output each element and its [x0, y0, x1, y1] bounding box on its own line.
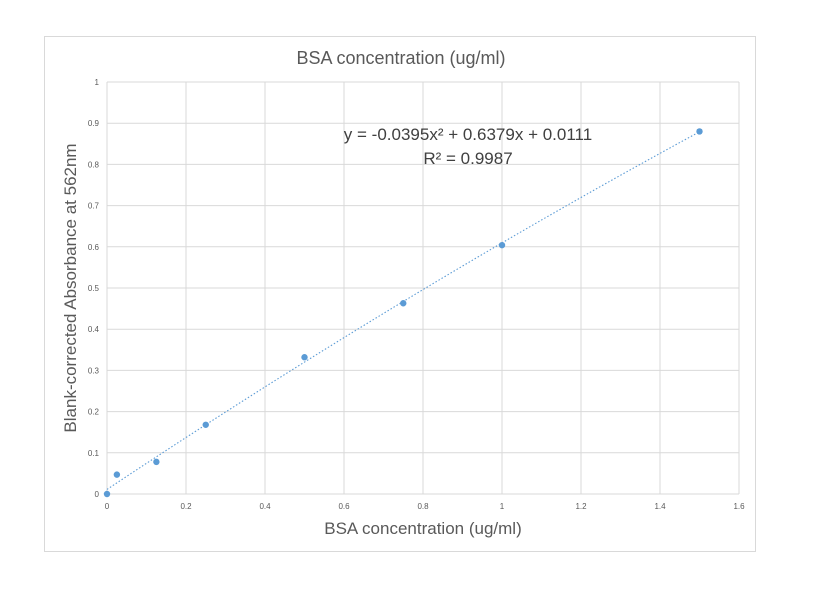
- y-tick-label: 1: [95, 78, 100, 87]
- y-tick-label: 0.3: [88, 366, 100, 375]
- x-tick-label: 1.6: [733, 502, 745, 511]
- y-tick-label: 0: [95, 490, 100, 499]
- y-tick-label: 0.7: [88, 202, 100, 211]
- y-axis-title: Blank-corrected Absorbance at 562nm: [61, 143, 80, 432]
- y-tick-label: 0.5: [88, 284, 100, 293]
- chart-frame: [44, 36, 756, 552]
- data-point: [400, 300, 407, 307]
- x-tick-label: 0.2: [180, 502, 192, 511]
- data-point: [103, 490, 111, 498]
- y-tick-label: 0.9: [88, 119, 100, 128]
- y-tick-labels: 0 0.1 0.2 0.3 0.4 0.5 0.6 0.7 0.8 0.9 1: [88, 78, 100, 499]
- data-point: [696, 128, 703, 135]
- x-tick-label: 0: [105, 502, 110, 511]
- data-point: [498, 241, 506, 249]
- data-point: [301, 354, 308, 361]
- r-squared-label: R² = 0.9987: [423, 149, 512, 168]
- x-tick-labels: 0 0.2 0.4 0.6 0.8 1 1.2 1.4 1.6: [105, 502, 745, 511]
- x-tick-label: 0.4: [259, 502, 271, 511]
- y-tick-label: 0.4: [88, 325, 100, 334]
- x-tick-label: 1.4: [654, 502, 666, 511]
- x-tick-label: 1.2: [575, 502, 587, 511]
- trendline-equation: y = -0.0395x² + 0.6379x + 0.0111: [344, 125, 592, 144]
- trendline-path: [106, 131, 700, 490]
- x-tick-label: 0.8: [417, 502, 429, 511]
- x-tick-label: 0.6: [338, 502, 350, 511]
- data-point: [202, 421, 209, 428]
- data-points: [103, 128, 703, 498]
- trendline: [106, 131, 700, 490]
- y-tick-label: 0.2: [88, 408, 100, 417]
- x-tick-label: 1: [500, 502, 505, 511]
- x-axis-title: BSA concentration (ug/ml): [324, 519, 521, 538]
- y-tick-label: 0.8: [88, 160, 100, 169]
- y-tick-label: 0.1: [88, 449, 100, 458]
- data-point: [153, 458, 160, 466]
- y-tick-label: 0.6: [88, 243, 100, 252]
- data-point: [113, 471, 121, 478]
- chart-title: BSA concentration (ug/ml): [296, 48, 505, 68]
- grid-lines: [106, 81, 740, 495]
